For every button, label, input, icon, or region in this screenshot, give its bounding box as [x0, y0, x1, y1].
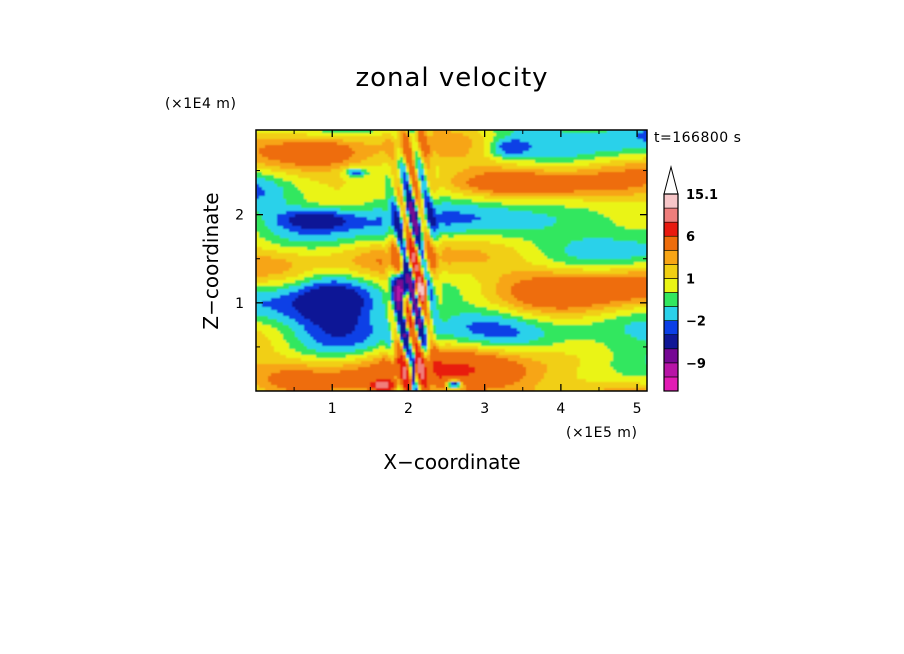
x-unit-label: (×1E5 m) — [566, 425, 637, 441]
y-unit-label: (×1E4 m) — [165, 96, 236, 112]
colorbar-label: 6 — [686, 230, 695, 245]
colorbar-band — [663, 334, 679, 350]
colorbar-band — [663, 193, 679, 209]
colorbar-band — [663, 376, 679, 392]
colorbar-label: −9 — [686, 357, 706, 372]
colorbar-band — [663, 235, 679, 251]
x-tick-label: 5 — [633, 401, 642, 417]
colorbar: 15.1 6 1 −2 −9 — [663, 165, 718, 392]
contour-field — [256, 130, 647, 391]
colorbar-label: −2 — [686, 315, 706, 330]
colorbar-band — [663, 221, 679, 237]
time-label: t=166800 s — [654, 130, 741, 146]
chart-title: zonal velocity — [355, 63, 548, 93]
colorbar-frame — [663, 193, 679, 392]
y-tick-label: 2 — [235, 208, 244, 224]
colorbar-band — [663, 249, 679, 265]
colorbar-band — [663, 264, 679, 279]
x-axis-label: X−coordinate — [383, 450, 520, 474]
colorbar-band — [663, 207, 679, 223]
x-tick-label: 4 — [556, 401, 565, 417]
x-tick-label: 2 — [404, 401, 413, 417]
x-tick-label: 3 — [480, 401, 489, 417]
y-axis-label: Z−coordinate — [199, 192, 223, 329]
colorbar-label: 15.1 — [686, 188, 718, 203]
colorbar-label: 1 — [686, 272, 695, 287]
colorbar-band — [663, 278, 679, 293]
colorbar-band — [663, 362, 679, 378]
y-tick-label: 1 — [235, 296, 244, 312]
colorbar-band — [663, 320, 679, 336]
colorbar-band — [663, 348, 679, 364]
plot-frame — [255, 129, 648, 392]
x-axis: 1 2 3 4 5 — [293, 130, 642, 417]
colorbar-band — [663, 306, 679, 321]
colorbar-extend-arrow — [663, 165, 679, 195]
colorbar-band — [663, 292, 679, 307]
x-tick-label: 1 — [328, 401, 337, 417]
y-axis: 12 — [235, 170, 647, 348]
